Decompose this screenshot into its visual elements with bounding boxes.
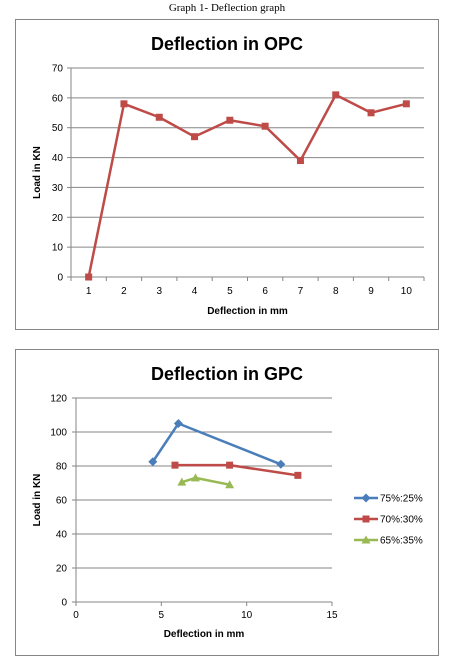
data-point	[402, 100, 410, 108]
x-tick-label: 10	[241, 610, 253, 621]
y-tick-label: 60	[56, 496, 68, 507]
x-tick-label: 2	[121, 286, 127, 297]
y-tick-label: 20	[56, 564, 68, 575]
y-tick-label: 70	[52, 64, 64, 75]
series-line	[87, 93, 407, 278]
gpc-chart-svg: Deflection in GPC 0 20 40 60 80 100 120 0 5 10 15 De…	[32, 364, 423, 640]
x-axis-label: Deflection in mm	[207, 306, 288, 317]
data-point	[120, 100, 128, 108]
data-point	[177, 477, 187, 486]
x-tick-label: 5	[227, 286, 233, 297]
data-point	[276, 459, 286, 469]
x-tick-label: 7	[298, 286, 304, 297]
y-axis-label: Load in KN	[32, 474, 43, 527]
y-tick-label: 60	[52, 93, 64, 104]
series-line	[151, 422, 282, 466]
data-point	[85, 273, 93, 281]
y-tick-label: 30	[52, 183, 64, 194]
data-point	[148, 457, 158, 467]
data-point	[296, 157, 304, 165]
x-tick-label: 6	[262, 286, 268, 297]
legend-label: 75%:25%	[380, 494, 423, 505]
y-tick-label: 40	[56, 530, 68, 541]
y-tick-label: 20	[52, 213, 64, 224]
x-tick-label: 3	[156, 286, 162, 297]
data-point	[171, 461, 179, 469]
legend-label: 65%:35%	[380, 536, 423, 547]
chart-title: Deflection in OPC	[151, 34, 303, 54]
y-tick-label: 100	[50, 428, 67, 439]
x-tick-label: 0	[73, 610, 79, 621]
y-tick-label: 0	[61, 598, 67, 609]
legend-marker	[361, 535, 371, 544]
data-point	[225, 480, 235, 489]
figure-caption: Graph 1- Deflection graph	[168, 2, 286, 14]
x-tick-label: 1	[86, 286, 92, 297]
series-line	[181, 476, 230, 486]
y-axis-label: Load in KN	[32, 146, 43, 199]
data-point	[332, 91, 340, 99]
data-point	[155, 113, 163, 121]
data-point	[173, 419, 183, 428]
data-point	[261, 122, 269, 130]
data-point	[190, 473, 200, 482]
data-point	[226, 461, 234, 469]
x-tick-label: 8	[333, 286, 339, 297]
y-tick-label: 10	[52, 243, 64, 254]
x-tick-label: 5	[159, 610, 165, 621]
x-tick-label: 15	[326, 610, 338, 621]
chart-title: Deflection in GPC	[151, 364, 303, 384]
opc-chart: Deflection in OPC 0 10 20 30 40 50 60 70 1 2 3 4 5 6 7 8…	[15, 19, 439, 330]
legend-marker	[361, 493, 371, 503]
data-point	[191, 133, 199, 141]
x-tick-label: 9	[368, 286, 374, 297]
x-axis-label: Deflection in mm	[164, 629, 245, 640]
data-point	[226, 116, 234, 124]
y-tick-label: 40	[52, 153, 64, 164]
gpc-chart: Deflection in GPC 0 20 40 60 80 100 120 0 5 10 15 De…	[15, 349, 439, 656]
data-point	[367, 109, 375, 117]
y-tick-label: 0	[57, 273, 63, 284]
legend-marker	[362, 515, 370, 523]
data-point	[294, 471, 302, 479]
x-tick-label: 4	[192, 286, 198, 297]
x-tick-label: 10	[401, 286, 413, 297]
legend-label: 70%:30%	[380, 515, 423, 526]
y-tick-label: 120	[50, 394, 67, 405]
y-tick-label: 50	[52, 123, 64, 134]
y-tick-label: 80	[56, 462, 68, 473]
opc-chart-svg: Deflection in OPC 0 10 20 30 40 50 60 70 1 2 3 4 5 6 7 8…	[32, 34, 425, 317]
